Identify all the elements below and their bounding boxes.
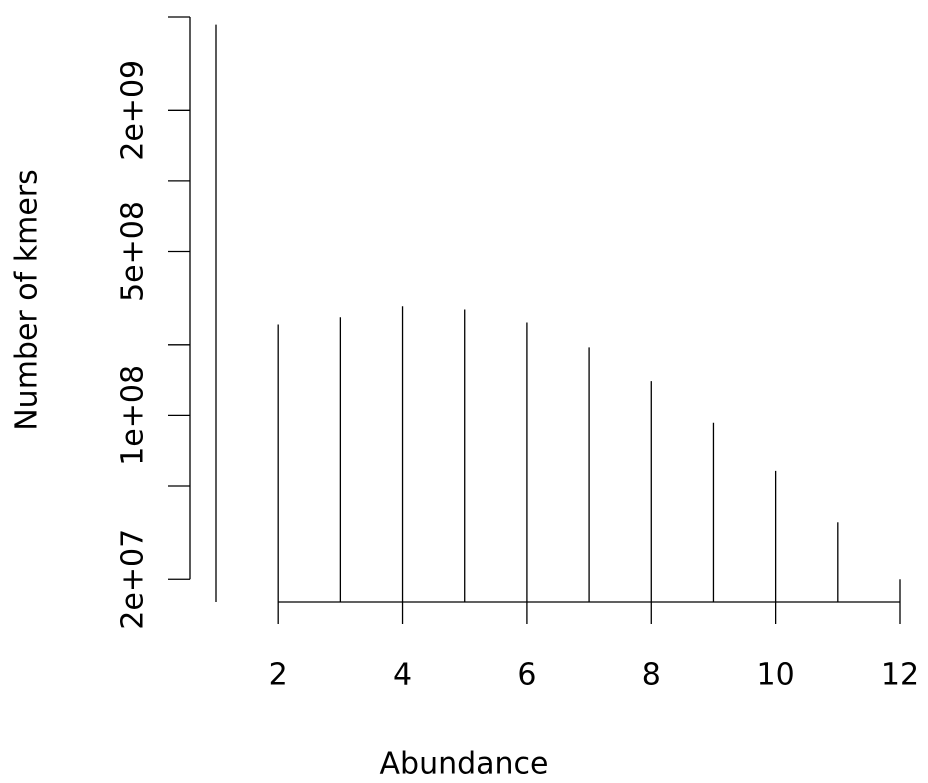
y-tick-label: 2e+09 <box>116 60 151 161</box>
x-axis-label: Abundance <box>380 747 549 782</box>
x-tick-label: 12 <box>881 658 919 693</box>
y-axis-label: Number of kmers <box>10 169 45 431</box>
y-tick-label: 5e+08 <box>116 201 151 302</box>
y-tick-label: 1e+08 <box>116 365 151 466</box>
x-tick-label: 8 <box>642 658 661 693</box>
x-tick-label: 2 <box>269 658 288 693</box>
x-tick-label: 4 <box>393 658 412 693</box>
x-tick-label: 6 <box>517 658 536 693</box>
x-tick-label: 10 <box>757 658 795 693</box>
y-tick-label: 2e+07 <box>116 529 151 630</box>
